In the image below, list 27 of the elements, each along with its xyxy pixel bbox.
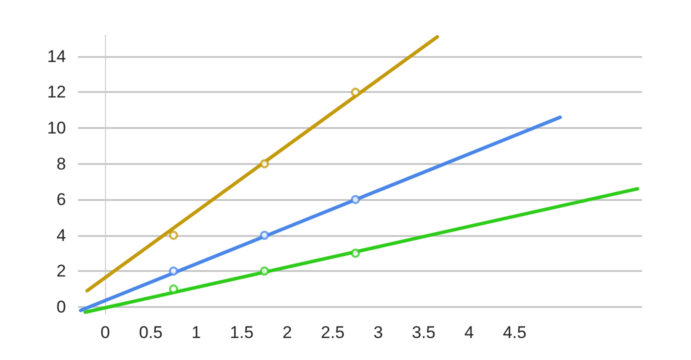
x-tick-label: 4.5 [502,323,526,342]
x-tick-label: 3 [373,323,383,342]
y-tick-label: 12 [47,82,66,102]
y-tick-label: 4 [56,226,66,245]
y-tick-label: 8 [56,154,66,174]
point [169,266,178,276]
point [260,266,269,276]
y-tick-label: 14 [47,46,66,66]
point [260,159,269,168]
y-tick-label: 2 [56,262,66,281]
x-tick-label: 4 [464,323,474,342]
x-tick-label: 0.5 [138,323,163,342]
x-tick-label: 1 [192,323,201,342]
x-tick-label: 3.5 [412,323,436,342]
y-tick-label: 6 [56,190,66,210]
point [350,248,360,258]
point [350,88,360,97]
y-tick-label: 0 [56,297,66,316]
point [260,230,269,240]
point [169,230,178,240]
point [169,284,178,294]
x-tick-label: 0 [100,323,110,342]
x-tick-label: 2.5 [320,323,345,342]
point [350,195,360,204]
x-tick-label: 2 [282,323,292,342]
x-tick-label: 1.5 [230,323,254,342]
y-tick-label: 10 [47,118,66,138]
